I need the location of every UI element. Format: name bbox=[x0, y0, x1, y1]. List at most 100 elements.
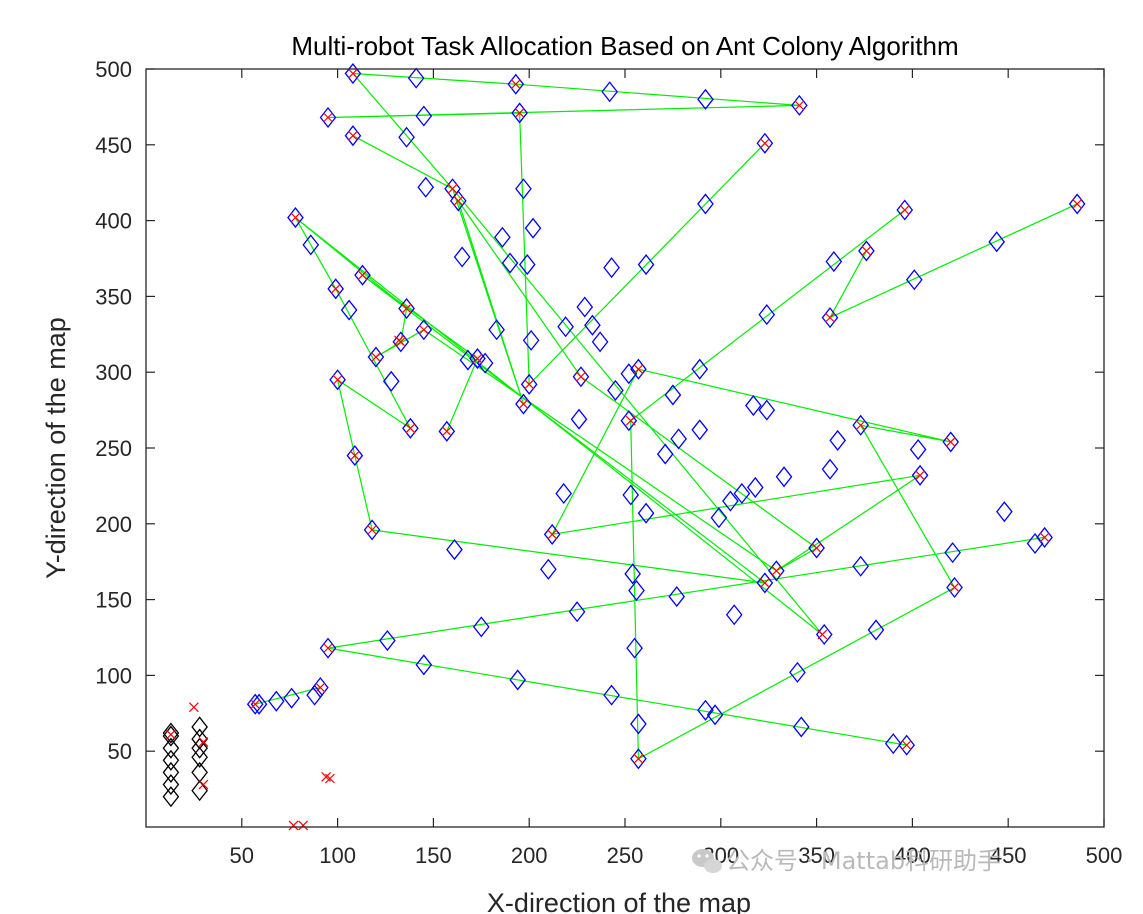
task-point-7 bbox=[319, 106, 337, 129]
marker-point-3 bbox=[794, 100, 805, 111]
task-point-50 bbox=[469, 348, 486, 370]
task-point-8 bbox=[415, 105, 433, 127]
marker-point-43 bbox=[1039, 532, 1050, 543]
robot-point-13 bbox=[191, 716, 208, 738]
y-axis: 50 100 150 200 250 300 350 400 450 500 bbox=[95, 57, 1104, 764]
marker-point-30 bbox=[899, 205, 910, 215]
marker-point-34 bbox=[855, 420, 866, 431]
marker-point-32 bbox=[633, 753, 644, 764]
task-point-18 bbox=[287, 207, 304, 229]
y-tick-label: 200 bbox=[95, 512, 132, 537]
y-tick-label: 300 bbox=[95, 360, 132, 385]
marker-point-45 bbox=[250, 699, 261, 710]
task-point-115 bbox=[283, 687, 300, 709]
task-point-119 bbox=[697, 699, 714, 721]
watermark-text: 公众号 · Mattab科研助手 bbox=[726, 847, 1001, 875]
x-tick-label: 50 bbox=[230, 843, 254, 868]
task-point-36 bbox=[398, 297, 415, 320]
task-point-79 bbox=[622, 484, 640, 506]
route-line-8 bbox=[255, 686, 321, 705]
task-point-70 bbox=[829, 429, 847, 451]
marker-point-36 bbox=[633, 364, 644, 375]
task-point-1 bbox=[344, 62, 362, 85]
marker-point-8 bbox=[447, 183, 458, 194]
task-point-28 bbox=[637, 254, 655, 276]
marker-point-27 bbox=[357, 270, 368, 281]
y-tick-label: 50 bbox=[108, 739, 132, 764]
task-point-23 bbox=[302, 234, 320, 256]
task-point-99 bbox=[668, 586, 686, 608]
task-point-21 bbox=[524, 217, 542, 239]
task-point-100 bbox=[946, 576, 963, 599]
task-point-32 bbox=[905, 269, 923, 291]
task-point-104 bbox=[379, 629, 396, 652]
task-point-101 bbox=[568, 601, 586, 623]
robot-point-8 bbox=[191, 780, 208, 802]
marker-point-9 bbox=[518, 399, 529, 409]
x-tick-label: 150 bbox=[415, 843, 452, 868]
y-tick-label: 150 bbox=[95, 588, 132, 613]
task-point-22 bbox=[494, 226, 511, 248]
task-point-92 bbox=[1036, 526, 1053, 548]
task-point-88 bbox=[808, 537, 825, 559]
x-tick-label: 400 bbox=[894, 843, 931, 868]
marker-point-38 bbox=[915, 470, 925, 481]
task-point-118 bbox=[246, 693, 264, 715]
robot-point-9 bbox=[191, 761, 208, 783]
task-point-9 bbox=[511, 102, 528, 124]
marker-point-4 bbox=[323, 112, 333, 123]
task-point-27 bbox=[603, 257, 620, 279]
task-point-61 bbox=[402, 417, 419, 439]
watermark: 公众号 · Mattab科研助手 bbox=[692, 847, 1001, 875]
x-axis-label: X-direction of the map bbox=[487, 888, 751, 914]
marker-point-5 bbox=[514, 108, 525, 118]
task-point-71 bbox=[852, 414, 869, 436]
marker-point-25 bbox=[367, 524, 378, 535]
task-point-4 bbox=[601, 81, 619, 103]
task-point-85 bbox=[637, 502, 655, 524]
task-point-51 bbox=[476, 352, 494, 374]
task-point-125 bbox=[630, 748, 647, 770]
task-point-55 bbox=[630, 358, 647, 380]
task-point-12 bbox=[756, 132, 774, 154]
task-point-6 bbox=[791, 94, 808, 116]
task-point-110 bbox=[509, 669, 527, 691]
task-point-62 bbox=[438, 420, 456, 442]
marker-point-21 bbox=[330, 283, 341, 294]
task-point-73 bbox=[909, 438, 927, 461]
y-tick-label: 350 bbox=[95, 284, 132, 309]
marker-point-14 bbox=[418, 324, 429, 335]
task-point-35 bbox=[340, 299, 358, 321]
task-point-105 bbox=[472, 616, 490, 638]
robot-point-6 bbox=[162, 725, 180, 747]
task-point-102 bbox=[725, 604, 743, 626]
task-point-2 bbox=[407, 67, 425, 89]
marker-point-1 bbox=[348, 68, 358, 79]
task-point-122 bbox=[792, 716, 810, 738]
marker-point-7 bbox=[759, 138, 770, 149]
task-point-43 bbox=[584, 314, 601, 336]
marker-point-17 bbox=[290, 212, 301, 223]
task-point-69 bbox=[758, 399, 776, 421]
robot-point-10 bbox=[191, 746, 208, 768]
task-point-58 bbox=[515, 393, 532, 415]
marker-point-22 bbox=[405, 423, 416, 434]
robot-point-4 bbox=[162, 749, 180, 771]
task-point-67 bbox=[656, 443, 674, 465]
task-layer bbox=[246, 62, 1086, 770]
task-point-114 bbox=[603, 684, 620, 706]
task-point-81 bbox=[722, 490, 739, 512]
task-point-15 bbox=[449, 190, 467, 212]
task-point-86 bbox=[363, 519, 381, 541]
y-tick-label: 100 bbox=[95, 663, 132, 688]
route-line-3 bbox=[295, 135, 823, 635]
marker-point-35 bbox=[945, 437, 956, 447]
x-tick-label: 350 bbox=[798, 843, 835, 868]
task-point-80 bbox=[733, 482, 751, 505]
marker-point-13 bbox=[771, 565, 782, 576]
task-point-34 bbox=[327, 278, 345, 300]
y-tick-label: 450 bbox=[95, 133, 132, 158]
x-tick-label: 500 bbox=[1086, 843, 1123, 868]
task-point-97 bbox=[628, 579, 645, 602]
